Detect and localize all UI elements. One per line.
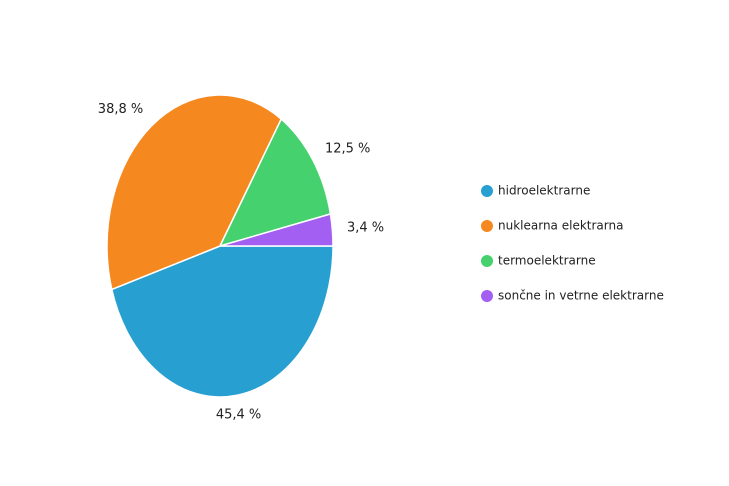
data-label: 45,4 % xyxy=(216,407,261,422)
pie-slice xyxy=(219,213,334,247)
legend-label: termoelektrarne xyxy=(498,254,596,268)
legend-marker xyxy=(481,255,493,267)
legend-marker xyxy=(481,220,493,232)
data-label: 12,5 % xyxy=(325,141,370,156)
data-label: 38,8 % xyxy=(98,102,143,117)
legend-marker xyxy=(481,185,493,197)
pie-slice xyxy=(106,94,283,291)
legend-label: hidroelektrarne xyxy=(498,184,590,198)
data-label: 3,4 % xyxy=(347,220,384,235)
legend-marker xyxy=(481,290,493,302)
pie-slice xyxy=(110,245,334,398)
legend-label: sončne in vetrne elektrarne xyxy=(498,289,664,303)
pie-slice xyxy=(218,117,332,248)
legend-label: nuklearna elektrarna xyxy=(498,219,623,233)
